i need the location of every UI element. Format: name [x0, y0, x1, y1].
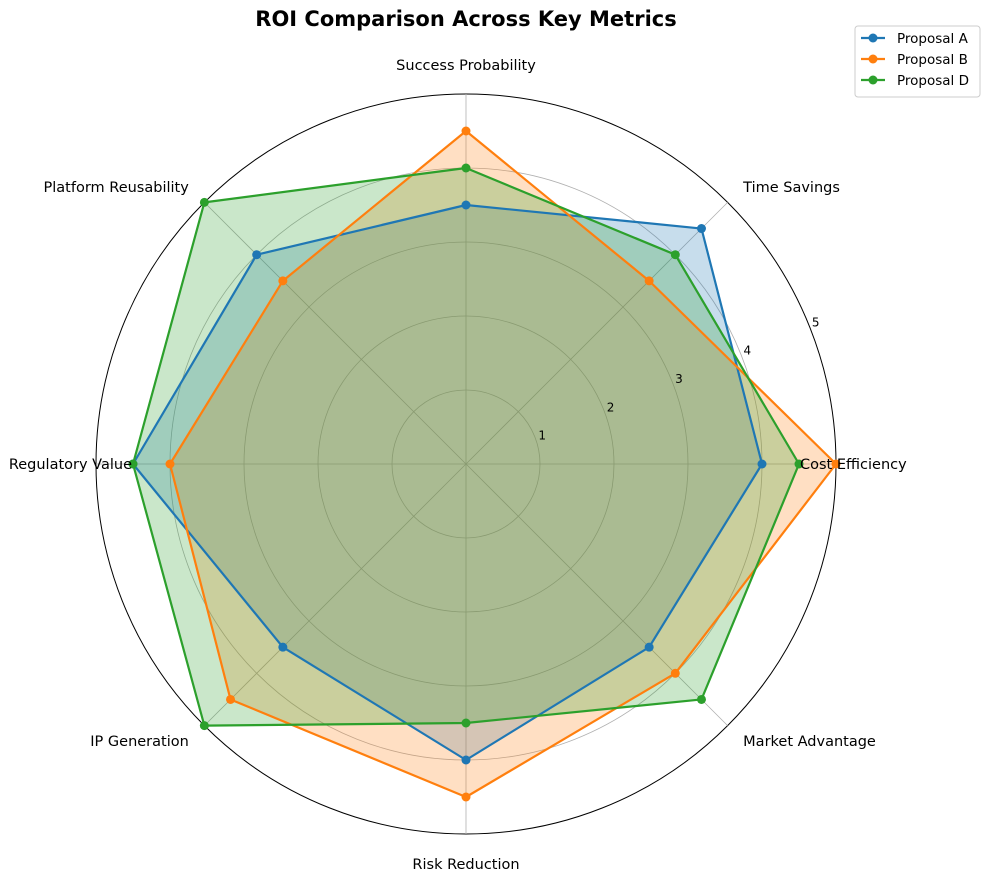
- r-tick-label-1: 1: [538, 429, 546, 443]
- r-tick-label-3: 3: [675, 372, 683, 386]
- point-proposal-b-regulatory-value: [165, 459, 175, 469]
- legend-marker-proposal-d: [868, 75, 878, 85]
- point-proposal-a-risk-reduction: [461, 755, 471, 765]
- legend-label-proposal-b: Proposal B: [897, 52, 968, 68]
- spoke-ip-generation: [204, 463, 467, 726]
- point-proposal-d-success-probability: [461, 163, 471, 173]
- axis-label-regulatory-value: Regulatory Value: [9, 457, 132, 473]
- point-proposal-d-ip-generation: [199, 721, 209, 731]
- legend: Proposal A Proposal B Proposal D: [854, 25, 981, 98]
- axis-label-ip-generation: IP Generation: [90, 734, 189, 750]
- spoke-time-savings: [465, 202, 728, 465]
- point-proposal-d-platform-reusability: [199, 197, 209, 207]
- point-proposal-d-regulatory-value: [128, 459, 138, 469]
- fill-proposal-a: [133, 205, 762, 760]
- spoke-market-advantage: [465, 463, 728, 726]
- point-proposal-b-time-savings: [644, 276, 654, 286]
- chart-title: ROI Comparison Across Key Metrics: [255, 7, 676, 31]
- point-proposal-d-risk-reduction: [461, 718, 471, 728]
- axis-label-market-advantage: Market Advantage: [743, 734, 876, 750]
- point-proposal-b-platform-reusability: [278, 276, 288, 286]
- legend-label-proposal-a: Proposal A: [897, 31, 969, 47]
- point-proposal-b-risk-reduction: [461, 792, 471, 802]
- point-proposal-a-platform-reusability: [252, 250, 262, 260]
- point-proposal-a-cost-efficiency: [757, 459, 767, 469]
- legend-label-proposal-d: Proposal D: [897, 73, 969, 89]
- radar-series: [128, 126, 841, 802]
- fill-proposal-d: [133, 168, 799, 726]
- point-proposal-b-ip-generation: [226, 694, 236, 704]
- point-proposal-d-market-advantage: [696, 694, 706, 704]
- r-tick-label-4: 4: [743, 344, 751, 358]
- point-proposal-b-market-advantage: [670, 668, 680, 678]
- point-proposal-a-success-probability: [461, 200, 471, 210]
- legend-marker-proposal-b: [868, 54, 878, 64]
- r-tick-label-5: 5: [812, 315, 820, 329]
- fill-proposal-b: [170, 131, 836, 797]
- point-proposal-b-cost-efficiency: [831, 459, 841, 469]
- point-proposal-a-ip-generation: [278, 642, 288, 652]
- point-proposal-a-market-advantage: [644, 642, 654, 652]
- spoke-platform-reusability: [204, 202, 467, 465]
- legend-box: [854, 25, 981, 98]
- point-proposal-d-cost-efficiency: [794, 459, 804, 469]
- legend-marker-proposal-a: [868, 33, 878, 43]
- axis-label-platform-reusability: Platform Reusability: [44, 180, 190, 196]
- axis-labels: Cost Efficiency Time Savings Success Proba…: [9, 58, 907, 873]
- axis-label-risk-reduction: Risk Reduction: [412, 857, 519, 873]
- axis-label-success-probability: Success Probability: [396, 58, 536, 74]
- point-proposal-a-time-savings: [696, 224, 706, 234]
- point-proposal-d-time-savings: [670, 250, 680, 260]
- point-proposal-b-success-probability: [461, 126, 471, 136]
- axis-label-cost-efficiency: Cost Efficiency: [800, 457, 907, 473]
- axis-label-time-savings: Time Savings: [742, 180, 840, 196]
- radial-tick-labels: 1 2 3 4 5: [538, 315, 819, 442]
- r-tick-label-2: 2: [607, 400, 615, 414]
